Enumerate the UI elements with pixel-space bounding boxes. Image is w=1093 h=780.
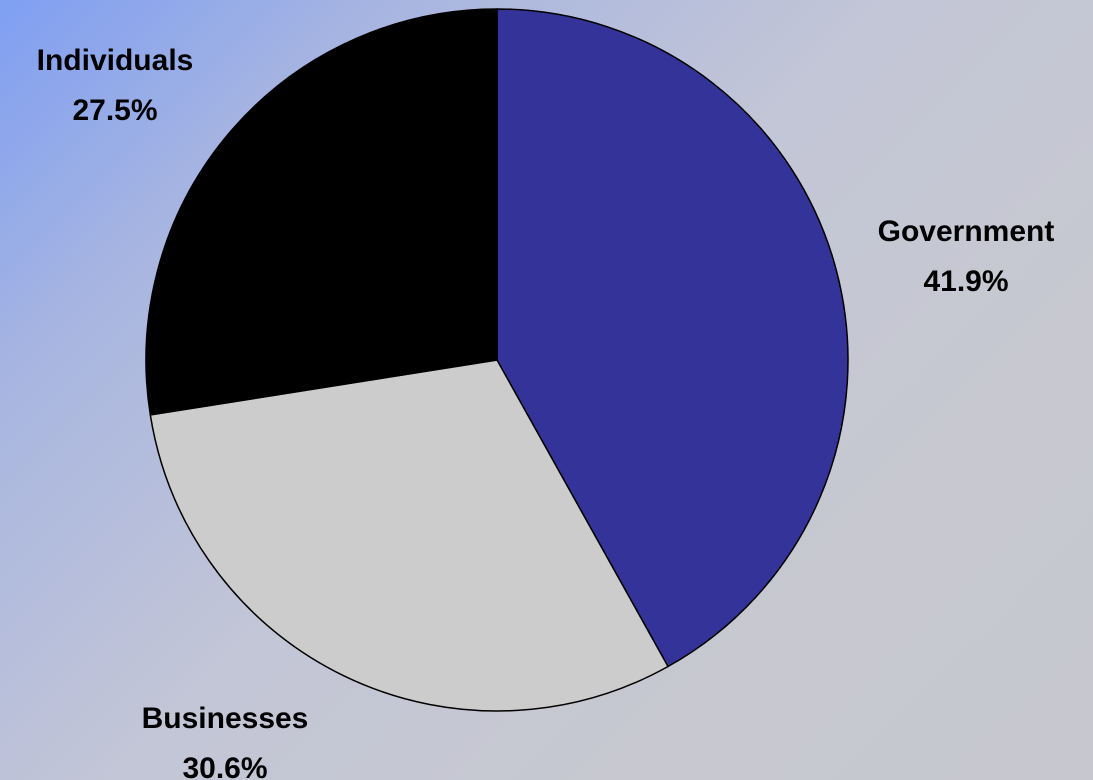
- slice-value-government: 41.9%: [923, 265, 1008, 298]
- slice-value-businesses: 30.6%: [182, 752, 267, 780]
- pie-labels: Government 41.9% Businesses 30.6% Individual…: [37, 44, 1055, 780]
- slice-value-individuals: 27.5%: [72, 94, 157, 127]
- slice-label-individuals: Individuals: [37, 44, 194, 77]
- slice-label-businesses: Businesses: [142, 702, 309, 735]
- pie-slice-individuals: [145, 8, 498, 416]
- slice-label-government: Government: [878, 215, 1055, 248]
- pie-slices: [145, 8, 849, 712]
- pie-slice-government: [496, 8, 849, 668]
- pie-slice-businesses: [149, 359, 670, 712]
